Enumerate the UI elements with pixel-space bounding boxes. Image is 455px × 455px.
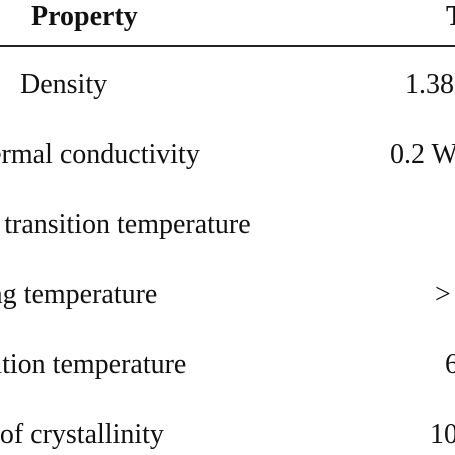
row-3-property: Glass transition temperature	[0, 209, 251, 240]
row-2-value: 0.2 W	[390, 139, 455, 170]
row-5-property: Ignition temperature	[0, 349, 187, 380]
row-6-value: 10	[430, 419, 455, 450]
header-property: Property	[31, 1, 138, 32]
row-2-property: Thermal conductivity	[0, 139, 200, 170]
row-5-value: 6	[445, 349, 455, 380]
row-6-property: Degree of crystallinity	[0, 419, 164, 450]
row-1-value: 1.38	[405, 69, 454, 100]
row-4-value: >	[435, 279, 451, 310]
header-value: T	[446, 0, 455, 34]
row-1-property: Density	[20, 69, 108, 100]
header-divider	[0, 45, 455, 47]
row-4-property: Melting temperature	[0, 279, 158, 310]
